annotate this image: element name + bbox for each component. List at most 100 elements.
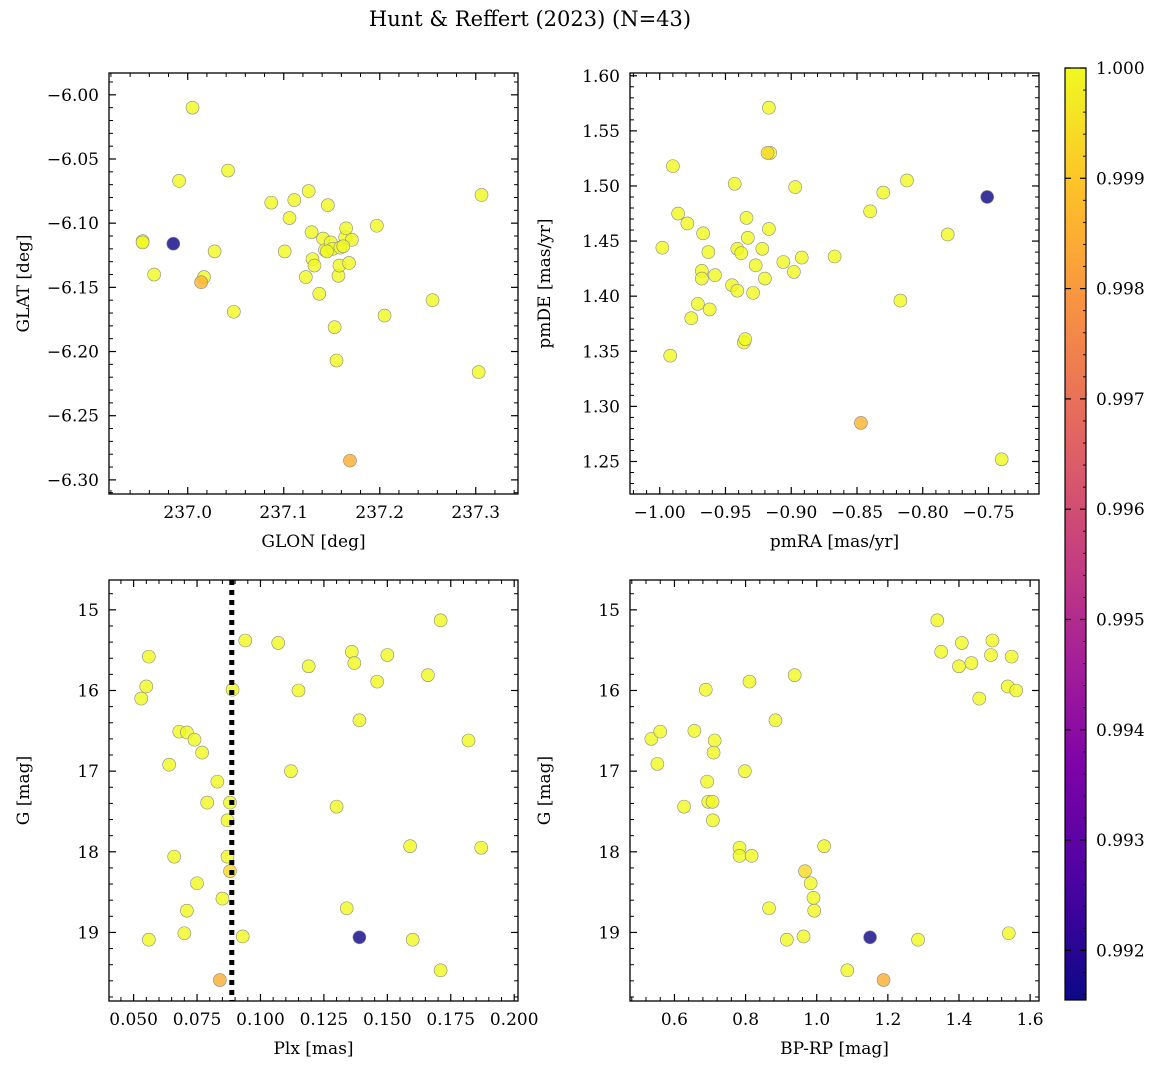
colorbar-tick-label: 0.992 (1096, 941, 1145, 961)
scatter-point (339, 221, 353, 236)
scatter-point (788, 180, 802, 194)
scatter-point (893, 293, 908, 308)
scatter-point (166, 236, 181, 251)
scatter-point (876, 185, 891, 200)
scatter-point (304, 225, 319, 239)
scatter-point (403, 839, 417, 853)
scatter-point (911, 932, 925, 947)
scatter-point (739, 211, 754, 225)
scatter-point (700, 774, 714, 789)
colorbar-tick-label: 0.999 (1096, 169, 1145, 189)
scatter-point (730, 283, 745, 298)
y-tick-label: −6.10 (47, 214, 99, 234)
scatter-point (796, 929, 811, 944)
scatter-point (1001, 926, 1016, 941)
scatter-point (147, 267, 161, 282)
colorbar-tick-label: 0.995 (1096, 610, 1145, 630)
scatter-point (167, 849, 182, 864)
scatter-point (1004, 649, 1019, 664)
scatter-point (650, 757, 665, 771)
scatter-point (732, 849, 747, 863)
colorbar-tick-label: 1.000 (1096, 59, 1145, 79)
scatter-point (755, 241, 770, 256)
scatter-point (134, 691, 149, 706)
scatter-point (282, 211, 297, 225)
scatter-point (1009, 683, 1024, 698)
scatter-point (695, 271, 709, 286)
scatter-point (299, 270, 313, 284)
y-tick-label: 18 (598, 843, 620, 863)
x-tick-label: 237.1 (259, 503, 308, 523)
y-tick-label: 1.25 (582, 452, 620, 472)
scatter-point (370, 218, 384, 233)
scatter-point (930, 613, 945, 628)
y-tick-label: −6.00 (47, 86, 99, 106)
scatter-point (940, 227, 955, 242)
scatter-point (433, 613, 448, 628)
scatter-point (215, 891, 230, 906)
scatter-point (863, 930, 877, 945)
axes-frame (108, 579, 519, 1002)
scatter-point (187, 732, 202, 747)
scatter-point (663, 348, 678, 363)
scatter-point (794, 250, 809, 265)
y-tick-label: 1.55 (582, 122, 620, 142)
scatter-point (327, 320, 342, 334)
scatter-point (762, 222, 776, 236)
chart-title: Hunt & Reffert (2023) (N=43) (369, 7, 691, 31)
scatter-point (863, 204, 877, 219)
y-tick-label: 17 (77, 762, 99, 782)
scatter-point (984, 648, 998, 662)
x-tick-label: 0.200 (490, 1010, 539, 1030)
scatter-point (734, 246, 749, 260)
scatter-point (827, 249, 842, 264)
x-tick-label: −0.90 (765, 503, 817, 523)
y-tick-label: 1.50 (582, 177, 620, 197)
scatter-point (312, 286, 327, 301)
scatter-point (135, 235, 150, 250)
scatter-point (271, 636, 286, 650)
scatter-point (691, 297, 705, 311)
x-tick-label: −0.95 (699, 503, 751, 523)
scatter-point (291, 683, 306, 698)
scatter-point (461, 733, 476, 748)
scatter-point (277, 244, 292, 259)
y-axis-label: G [mag] (535, 756, 555, 825)
scatter-point (284, 764, 298, 778)
scatter-point (321, 198, 335, 213)
scatter-point (185, 100, 200, 115)
colorbar-tick-label: 0.993 (1096, 831, 1145, 851)
x-tick-label: 0.100 (236, 1010, 285, 1030)
scatter-series (655, 100, 1009, 467)
scatter-point (738, 332, 753, 346)
scatter-point (235, 929, 250, 944)
scatter-point (985, 633, 1000, 648)
scatter-point (706, 813, 720, 828)
scatter-point (474, 188, 489, 202)
scatter-point (698, 682, 713, 697)
scatter-point (221, 163, 235, 178)
panel-glon-glat: 237.0 237.1 237.2 237.3 −6.30 −6.25 −6.20 −6.15… (14, 72, 519, 552)
y-tick-label: −6.15 (47, 278, 99, 298)
scatter-point (200, 795, 214, 810)
scatter-point (142, 649, 156, 664)
scatter-point (380, 648, 395, 662)
scatter-point (301, 659, 316, 674)
x-tick-label: 0.8 (732, 1010, 759, 1030)
panel-plx-g: 0.050 0.075 0.100 0.125 0.150 0.175 0.200 15 16 1… (14, 579, 539, 1059)
colorbar: 0.992 0.993 0.994 0.995 0.996 0.997 0.998 0.999… (1064, 59, 1145, 1001)
scatter-point (806, 890, 821, 905)
x-tick-label: 0.125 (300, 1010, 349, 1030)
scatter-point (195, 745, 209, 760)
scatter-point (748, 258, 763, 273)
scatter-point (705, 794, 720, 809)
scatter-point (347, 656, 362, 670)
scatter-point (701, 245, 716, 259)
y-tick-label: 1.40 (582, 287, 620, 307)
scatter-point (787, 265, 801, 279)
scatter-point (307, 258, 322, 273)
colorbar-bar (1064, 67, 1087, 1001)
y-tick-label: 1.45 (582, 232, 620, 252)
y-tick-label: 19 (598, 923, 620, 943)
